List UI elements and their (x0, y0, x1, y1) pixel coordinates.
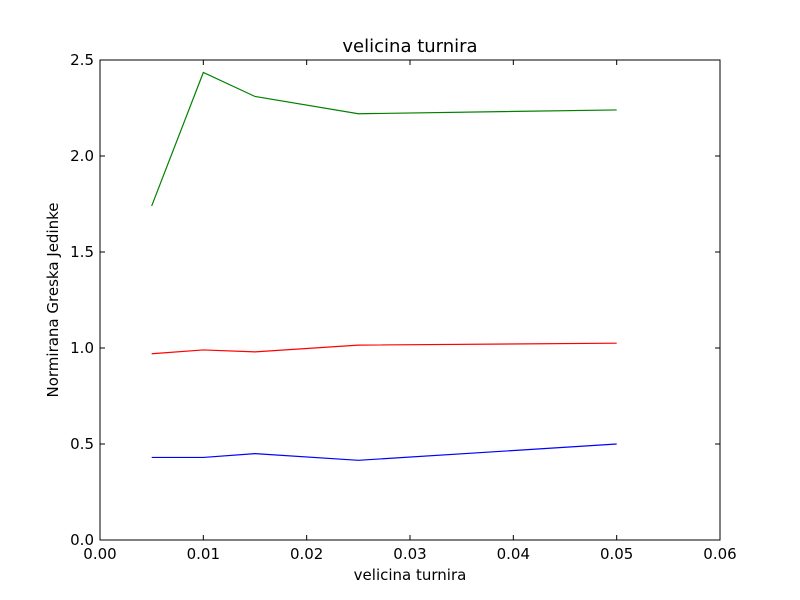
x-tick-label: 0.00 (83, 545, 116, 563)
y-axis-label: Normirana Greska Jedinke (44, 202, 62, 397)
chart-title: velicina turnira (342, 36, 477, 57)
y-tick-label: 1.0 (70, 339, 94, 357)
x-tick-label: 0.03 (393, 545, 426, 563)
y-tick-label: 2.5 (70, 51, 94, 69)
x-tick-label: 0.06 (703, 545, 736, 563)
x-tick-label: 0.01 (187, 545, 220, 563)
x-tick-label: 0.02 (290, 545, 323, 563)
x-axis-label: velicina turnira (354, 566, 467, 584)
y-tick-label: 0.5 (70, 435, 94, 453)
x-tick-label: 0.05 (600, 545, 633, 563)
series-line-0 (151, 71, 617, 207)
series-layer (151, 71, 617, 461)
y-tick-label: 1.5 (70, 243, 94, 261)
y-tick-label: 2.0 (70, 147, 94, 165)
y-tick-label: 0.0 (70, 531, 94, 549)
plot-area (100, 60, 720, 540)
plot-frame (99, 59, 721, 541)
tick-layer: 0.00 0.01 0.02 0.03 0.04 0.05 0.06 0.0 0.5 1.0 1.5… (70, 51, 737, 563)
x-tick-label: 0.04 (497, 545, 530, 563)
series-line-2 (151, 443, 617, 461)
series-line-1 (151, 342, 617, 355)
